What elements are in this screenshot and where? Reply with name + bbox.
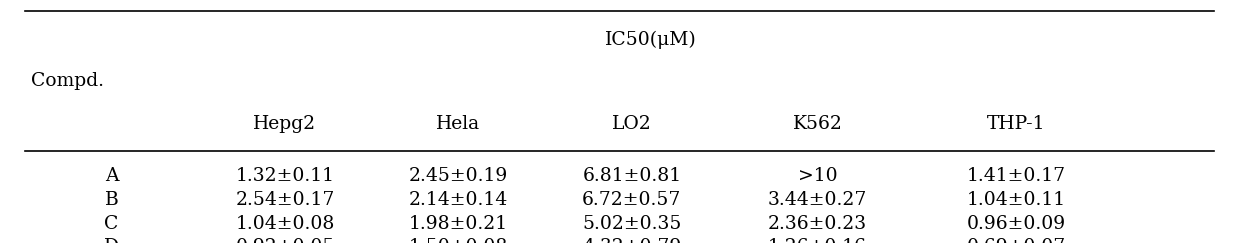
Text: IC50(μM): IC50(μM) — [605, 31, 696, 49]
Text: 3.44±0.27: 3.44±0.27 — [768, 191, 867, 209]
Text: 1.41±0.17: 1.41±0.17 — [966, 167, 1066, 185]
Text: Compd.: Compd. — [31, 72, 104, 90]
Text: >10: >10 — [798, 167, 838, 185]
Text: 1.98±0.21: 1.98±0.21 — [409, 215, 508, 233]
Text: D: D — [104, 238, 119, 243]
Text: 0.96±0.09: 0.96±0.09 — [966, 215, 1066, 233]
Text: Hepg2: Hepg2 — [254, 115, 316, 133]
Text: 5.02±0.35: 5.02±0.35 — [582, 215, 681, 233]
Text: 6.81±0.81: 6.81±0.81 — [582, 167, 681, 185]
Text: Hela: Hela — [436, 115, 481, 133]
Text: 1.32±0.11: 1.32±0.11 — [235, 167, 335, 185]
Text: 2.36±0.23: 2.36±0.23 — [768, 215, 867, 233]
Text: 2.54±0.17: 2.54±0.17 — [235, 191, 335, 209]
Text: B: B — [104, 191, 119, 209]
Text: 0.69±0.07: 0.69±0.07 — [966, 238, 1066, 243]
Text: 2.14±0.14: 2.14±0.14 — [409, 191, 508, 209]
Text: 0.92±0.05: 0.92±0.05 — [235, 238, 335, 243]
Text: A: A — [105, 167, 118, 185]
Text: 1.50±0.08: 1.50±0.08 — [409, 238, 508, 243]
Text: LO2: LO2 — [612, 115, 652, 133]
Text: THP-1: THP-1 — [986, 115, 1046, 133]
Text: 6.72±0.57: 6.72±0.57 — [582, 191, 681, 209]
Text: 2.45±0.19: 2.45±0.19 — [409, 167, 508, 185]
Text: 1.04±0.11: 1.04±0.11 — [966, 191, 1066, 209]
Text: C: C — [104, 215, 119, 233]
Text: 4.32±0.79: 4.32±0.79 — [582, 238, 681, 243]
Text: 1.26±0.16: 1.26±0.16 — [768, 238, 867, 243]
Text: 1.04±0.08: 1.04±0.08 — [235, 215, 335, 233]
Text: K562: K562 — [793, 115, 843, 133]
